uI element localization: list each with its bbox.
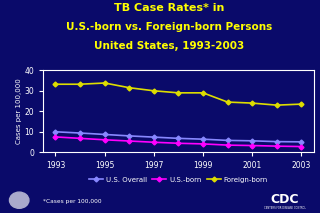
Text: CENTERS FOR DISEASE CONTROL: CENTERS FOR DISEASE CONTROL bbox=[264, 206, 306, 210]
Text: U.S.-born vs. Foreign-born Persons: U.S.-born vs. Foreign-born Persons bbox=[67, 22, 273, 32]
U.S. Overall bbox=[275, 140, 279, 143]
Line: U.S.-born: U.S.-born bbox=[54, 135, 303, 148]
Foreign-born bbox=[78, 83, 82, 85]
U.S.-born bbox=[53, 136, 57, 138]
Line: Foreign-born: Foreign-born bbox=[54, 81, 303, 107]
U.S.-born bbox=[176, 142, 180, 145]
Foreign-born bbox=[176, 92, 180, 94]
U.S. Overall bbox=[103, 133, 107, 136]
U.S.-born bbox=[226, 144, 229, 146]
U.S. Overall bbox=[250, 140, 254, 142]
Text: *Cases per 100,000: *Cases per 100,000 bbox=[43, 200, 102, 204]
Foreign-born bbox=[201, 92, 205, 94]
U.S.-born bbox=[250, 144, 254, 147]
Foreign-born bbox=[152, 89, 156, 92]
Text: TB Case Rates* in: TB Case Rates* in bbox=[115, 3, 225, 13]
U.S. Overall bbox=[226, 139, 229, 142]
Foreign-born bbox=[250, 102, 254, 104]
Line: U.S. Overall: U.S. Overall bbox=[54, 130, 303, 144]
U.S.-born bbox=[275, 145, 279, 147]
Legend: U.S. Overall, U.S.-born, Foreign-born: U.S. Overall, U.S.-born, Foreign-born bbox=[86, 174, 271, 185]
U.S. Overall bbox=[176, 137, 180, 140]
U.S.-born bbox=[103, 138, 107, 141]
U.S. Overall bbox=[300, 141, 303, 143]
Foreign-born bbox=[275, 104, 279, 106]
U.S. Overall bbox=[53, 131, 57, 133]
Foreign-born bbox=[103, 82, 107, 84]
Y-axis label: Cases per 100,000: Cases per 100,000 bbox=[16, 78, 22, 144]
U.S.-born bbox=[300, 145, 303, 148]
Text: United States, 1993-2003: United States, 1993-2003 bbox=[94, 41, 245, 51]
U.S.-born bbox=[78, 137, 82, 140]
U.S.-born bbox=[201, 143, 205, 145]
U.S. Overall bbox=[78, 132, 82, 134]
U.S. Overall bbox=[201, 138, 205, 140]
Foreign-born bbox=[226, 101, 229, 103]
Circle shape bbox=[10, 192, 29, 208]
U.S.-born bbox=[152, 141, 156, 144]
Foreign-born bbox=[53, 83, 57, 85]
Text: CDC: CDC bbox=[270, 193, 299, 206]
U.S. Overall bbox=[152, 136, 156, 138]
Foreign-born bbox=[127, 86, 131, 89]
U.S.-born bbox=[127, 140, 131, 142]
Foreign-born bbox=[300, 103, 303, 105]
U.S. Overall bbox=[127, 135, 131, 137]
